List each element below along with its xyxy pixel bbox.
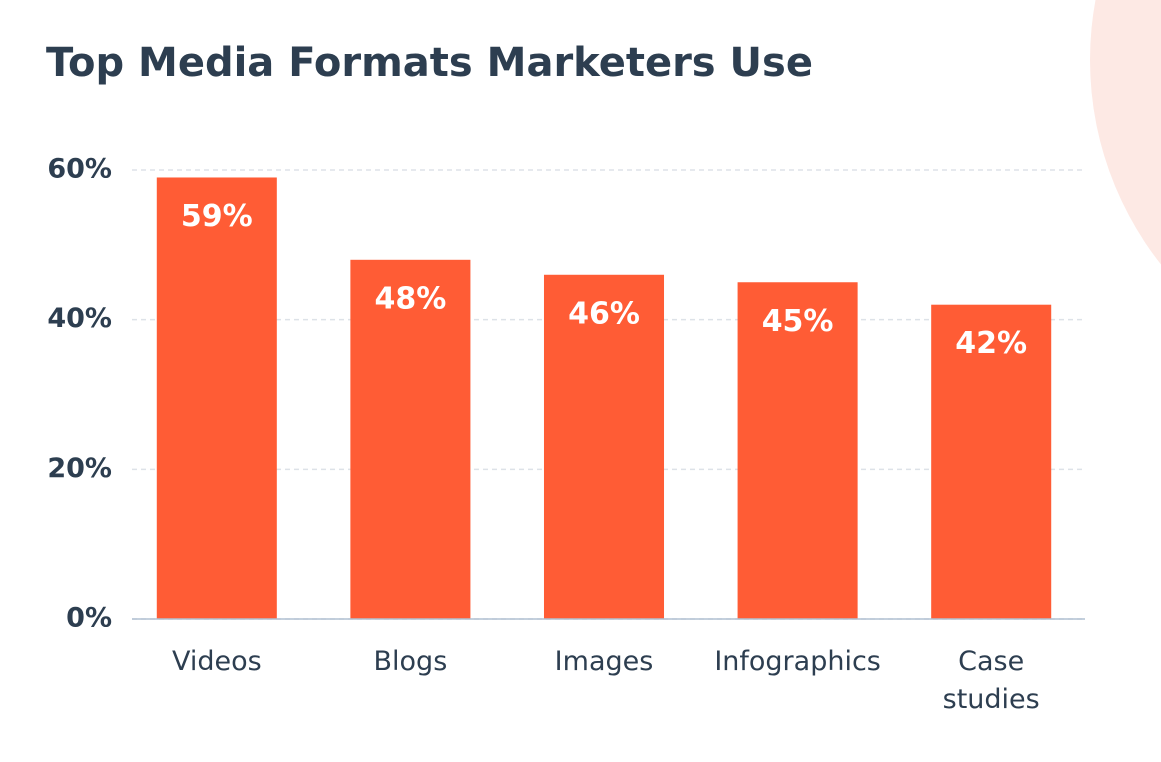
y-tick-label: 60% (47, 154, 112, 185)
x-tick-label: Case studies (942, 646, 1040, 715)
y-tick-label: 0% (66, 603, 112, 634)
value-label: 45% (762, 304, 834, 339)
bar (350, 259, 471, 619)
bar (931, 304, 1052, 619)
bar (737, 282, 858, 619)
bar (156, 177, 277, 619)
y-tick-label: 20% (47, 453, 112, 484)
value-label: 48% (374, 281, 446, 316)
x-tick-label: Videos (171, 646, 262, 677)
bar (543, 274, 665, 619)
value-label: 42% (955, 326, 1027, 361)
x-tick-label: Images (554, 646, 654, 677)
decoration (1090, 0, 1161, 265)
chart-title: Top Media Formats Marketers Use (46, 40, 813, 86)
y-tick-label: 40% (47, 303, 112, 334)
value-label: 59% (181, 199, 253, 234)
x-tick-label: Infographics (714, 646, 881, 677)
x-tick-label: Blogs (373, 646, 448, 677)
value-label: 46% (568, 296, 640, 331)
